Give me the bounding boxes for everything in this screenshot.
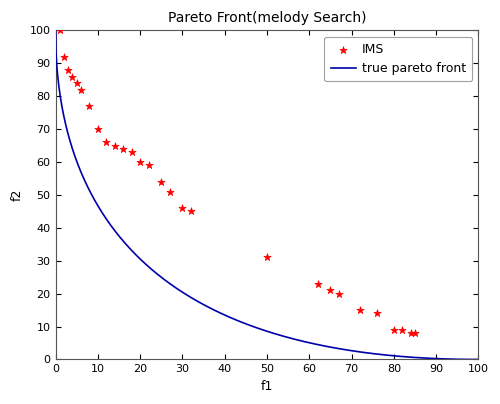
true pareto front	[476, 357, 482, 362]
IMS	[356, 307, 364, 314]
IMS	[373, 310, 381, 317]
IMS	[144, 162, 152, 168]
IMS	[119, 146, 127, 152]
IMS	[326, 287, 334, 294]
Title: Pareto Front(melody Search): Pareto Front(melody Search)	[168, 11, 366, 25]
IMS	[86, 103, 94, 109]
IMS	[411, 330, 419, 337]
IMS	[128, 149, 136, 156]
Legend: IMS, true pareto front: IMS, true pareto front	[324, 37, 472, 82]
IMS	[335, 290, 343, 297]
IMS	[178, 205, 186, 211]
IMS	[406, 330, 414, 337]
IMS	[72, 80, 80, 86]
IMS	[263, 254, 271, 261]
IMS	[314, 280, 322, 287]
X-axis label: f1: f1	[261, 380, 273, 393]
IMS	[77, 86, 85, 93]
IMS	[60, 54, 68, 60]
true pareto front	[224, 314, 230, 318]
true pareto front	[343, 347, 349, 352]
IMS	[64, 67, 72, 73]
IMS	[157, 179, 165, 185]
Line: true pareto front: true pareto front	[56, 30, 478, 360]
Y-axis label: f2: f2	[11, 189, 24, 201]
true pareto front	[382, 353, 388, 358]
IMS	[187, 208, 195, 215]
true pareto front	[239, 320, 245, 325]
true pareto front	[390, 353, 396, 358]
IMS	[398, 326, 406, 333]
true pareto front	[52, 28, 59, 33]
IMS	[68, 73, 76, 80]
IMS	[56, 27, 64, 34]
IMS	[166, 188, 173, 195]
true pareto front	[96, 205, 102, 210]
IMS	[136, 159, 144, 165]
IMS	[390, 326, 398, 333]
IMS	[94, 126, 102, 133]
IMS	[110, 142, 118, 149]
IMS	[102, 139, 110, 145]
